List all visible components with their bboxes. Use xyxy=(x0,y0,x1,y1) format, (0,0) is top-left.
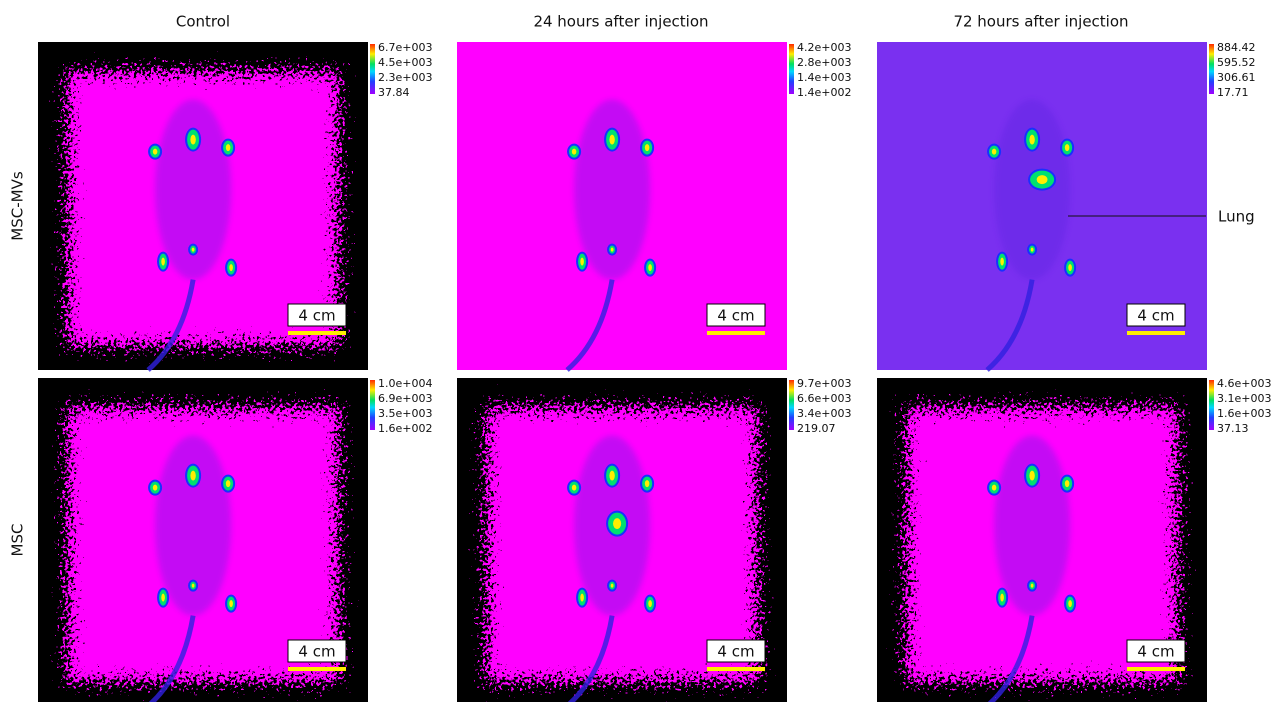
paw-hot xyxy=(645,144,650,151)
colorbar-label: 4.5e+003 xyxy=(378,56,432,69)
colorbar-label: 884.42 xyxy=(1217,41,1256,54)
paw-hot xyxy=(1029,471,1034,481)
colorbar-label: 595.52 xyxy=(1217,56,1256,69)
scale-bar xyxy=(288,667,346,671)
scale-bar-label: 4 cm xyxy=(717,643,754,661)
colorbar-label: 3.4e+003 xyxy=(797,407,851,420)
paw-hot xyxy=(1000,594,1004,602)
paw-hot xyxy=(992,149,997,155)
row-label: MSC-MVs xyxy=(9,171,27,241)
scale-bar-label: 4 cm xyxy=(298,643,335,661)
paw-hot xyxy=(572,485,577,491)
scale-bar xyxy=(1127,667,1185,671)
scale-bar xyxy=(288,331,346,335)
colorbar xyxy=(789,44,794,94)
annotation: Lung xyxy=(1218,208,1255,226)
paw-hot xyxy=(190,135,195,145)
colorbar-label: 1.0e+004 xyxy=(378,377,432,390)
paw-hot xyxy=(153,485,158,491)
paw-hot xyxy=(572,149,577,155)
colorbar-label: 3.1e+003 xyxy=(1217,392,1271,405)
colorbar-label: 1.4e+003 xyxy=(797,71,851,84)
colorbar xyxy=(1209,44,1214,94)
colorbar-label: 1.6e+003 xyxy=(1217,407,1271,420)
figure: Control 24 hours after injection 72 hour… xyxy=(0,0,1278,702)
colorbar-label: 3.5e+003 xyxy=(378,407,432,420)
paw-hot xyxy=(645,480,650,487)
paw-hot xyxy=(648,264,652,271)
paw-hot xyxy=(1065,480,1070,487)
paw-hot xyxy=(609,135,614,145)
paw-hot xyxy=(1068,264,1072,271)
scale-bar xyxy=(707,331,765,335)
paw-hot xyxy=(1065,144,1070,151)
paw-hot xyxy=(609,471,614,481)
paw-hot xyxy=(1029,135,1034,145)
paw-hot xyxy=(226,144,231,151)
colorbar xyxy=(789,380,794,430)
colorbar-label: 37.84 xyxy=(378,86,410,99)
colorbar xyxy=(370,44,375,94)
column-title: 72 hours after injection xyxy=(953,13,1128,31)
panels: 6.7e+003 4.5e+003 2.3e+003 37.84 4 cm 4.2e+00… xyxy=(38,41,1271,702)
colorbar-label: 2.3e+003 xyxy=(378,71,432,84)
paw-hot xyxy=(992,485,997,491)
paw-hot xyxy=(1068,600,1072,607)
paw-hot xyxy=(1000,258,1004,266)
column-title: 24 hours after injection xyxy=(533,13,708,31)
scale-bar-label: 4 cm xyxy=(298,307,335,325)
paw-hot xyxy=(1037,175,1048,184)
row-label: MSC xyxy=(9,524,27,557)
colorbar xyxy=(370,380,375,430)
scale-bar-label: 4 cm xyxy=(1137,307,1174,325)
paw-hot xyxy=(580,258,584,266)
colorbar-label: 219.07 xyxy=(797,422,836,435)
colorbar-label: 6.9e+003 xyxy=(378,392,432,405)
colorbar-label: 6.6e+003 xyxy=(797,392,851,405)
colorbar-label: 37.13 xyxy=(1217,422,1249,435)
scale-bar xyxy=(707,667,765,671)
paw-hot xyxy=(1031,248,1034,252)
paw-hot xyxy=(192,584,195,588)
paw-hot xyxy=(229,264,233,271)
paw-hot xyxy=(580,594,584,602)
colorbar-label: 306.61 xyxy=(1217,71,1256,84)
paw-hot xyxy=(611,248,614,252)
paw-hot xyxy=(613,518,621,529)
paw-hot xyxy=(153,149,158,155)
colorbar xyxy=(1209,380,1214,430)
scale-bar-label: 4 cm xyxy=(1137,643,1174,661)
colorbar-label: 4.2e+003 xyxy=(797,41,851,54)
colorbar-label: 17.71 xyxy=(1217,86,1249,99)
colorbar-label: 2.8e+003 xyxy=(797,56,851,69)
column-title: Control xyxy=(176,13,230,31)
colorbar-label: 1.4e+002 xyxy=(797,86,851,99)
scale-bar-label: 4 cm xyxy=(717,307,754,325)
colorbar-label: 4.6e+003 xyxy=(1217,377,1271,390)
colorbar-label: 6.7e+003 xyxy=(378,41,432,54)
paw-hot xyxy=(190,471,195,481)
paw-hot xyxy=(161,258,165,266)
paw-hot xyxy=(611,584,614,588)
colorbar-label: 9.7e+003 xyxy=(797,377,851,390)
paw-hot xyxy=(648,600,652,607)
colorbar-label: 1.6e+002 xyxy=(378,422,432,435)
paw-hot xyxy=(161,594,165,602)
scale-bar xyxy=(1127,331,1185,335)
paw-hot xyxy=(226,480,231,487)
paw-hot xyxy=(1031,584,1034,588)
paw-hot xyxy=(192,248,195,252)
paw-hot xyxy=(229,600,233,607)
